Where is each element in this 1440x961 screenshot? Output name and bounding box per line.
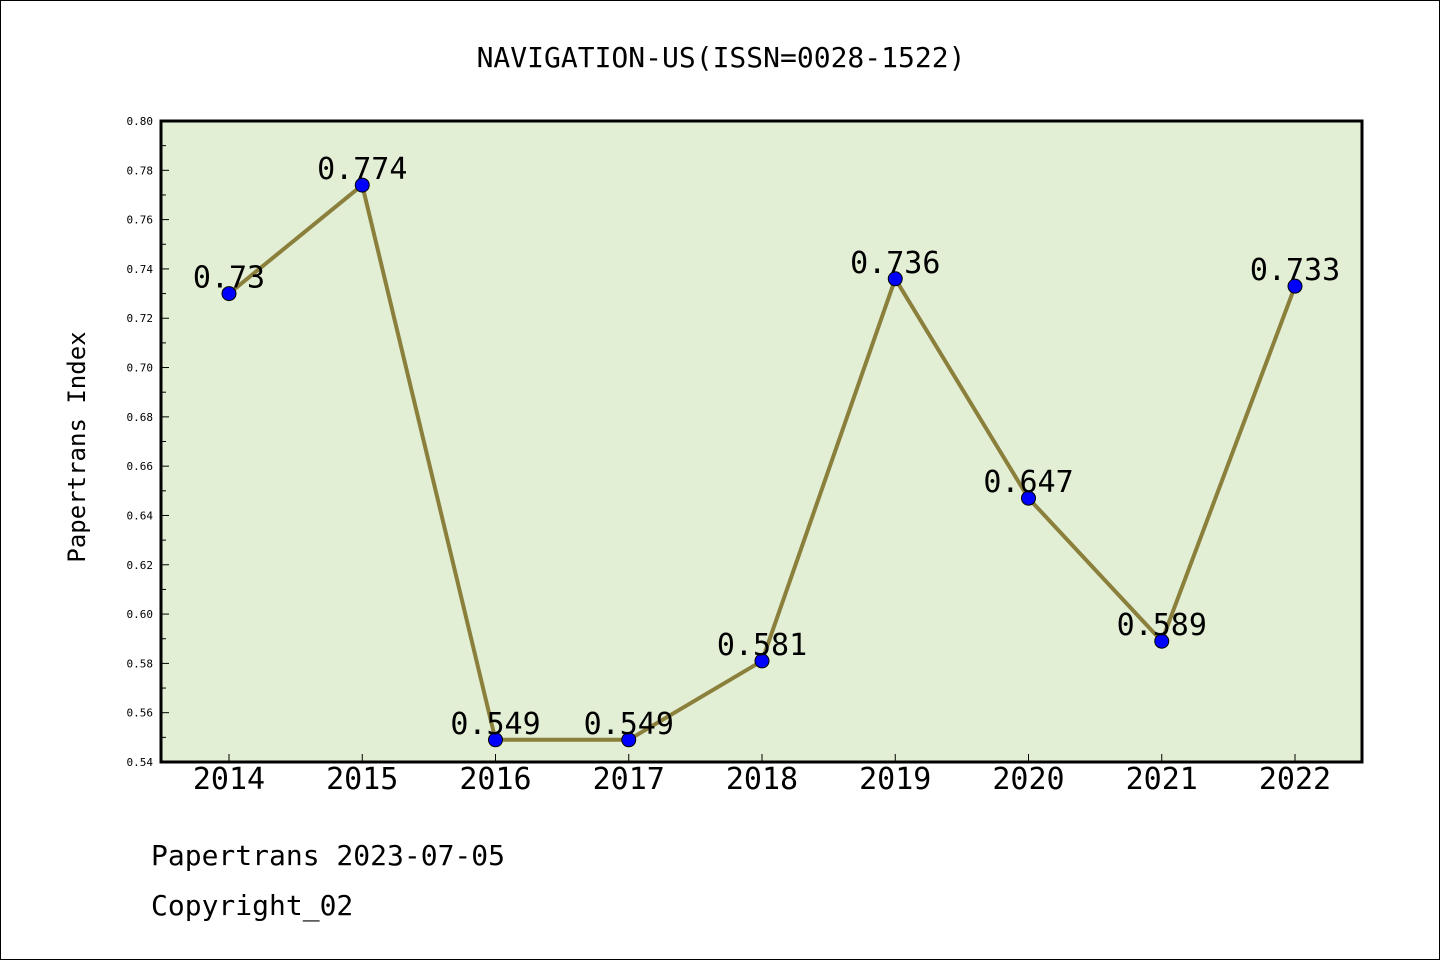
footer-copyright: Copyright_02 bbox=[151, 889, 353, 923]
y-axis-label: Papertrans Index bbox=[63, 331, 91, 562]
x-tick-label: 2014 bbox=[193, 762, 265, 797]
x-tick-label: 2015 bbox=[326, 762, 398, 797]
data-label: 0.647 bbox=[983, 465, 1073, 500]
x-tick-label: 2022 bbox=[1259, 762, 1331, 797]
data-label: 0.549 bbox=[450, 707, 540, 742]
y-tick-label: 0.58 bbox=[127, 657, 154, 670]
data-point bbox=[754, 653, 770, 669]
data-point bbox=[354, 177, 370, 193]
data-label: 0.736 bbox=[850, 246, 940, 281]
data-labels: 0.73 0.774 0.549 0.549 0.581 0.736 0.647 0.589 0… bbox=[193, 152, 1340, 742]
data-point bbox=[488, 732, 503, 748]
y-tick-label: 0.54 bbox=[127, 756, 154, 769]
y-tick-label: 0.70 bbox=[127, 362, 154, 375]
x-tick-label: 2016 bbox=[459, 762, 531, 797]
y-tick-label: 0.72 bbox=[127, 312, 154, 325]
data-label: 0.73 bbox=[193, 261, 265, 296]
data-label: 0.774 bbox=[317, 152, 407, 187]
y-tick-label: 0.64 bbox=[127, 509, 154, 522]
data-point bbox=[1154, 633, 1170, 649]
data-label: 0.589 bbox=[1117, 608, 1207, 643]
series-markers bbox=[221, 177, 1303, 748]
x-tick-label: 2019 bbox=[859, 762, 931, 797]
y-axis-ticks: 0.54 0.56 0.58 0.60 0.62 0.64 0.66 0.68 0.70 0.72… bbox=[127, 115, 169, 769]
data-point bbox=[221, 286, 237, 302]
y-tick-label: 0.78 bbox=[127, 164, 154, 177]
y-tick-label: 0.66 bbox=[127, 460, 154, 473]
x-tick-label: 2020 bbox=[992, 762, 1064, 797]
data-label: 0.549 bbox=[584, 707, 674, 742]
y-tick-label: 0.80 bbox=[127, 115, 154, 128]
chart-title: NAVIGATION-US(ISSN=0028-1522) bbox=[477, 41, 966, 74]
x-tick-label: 2021 bbox=[1126, 762, 1198, 797]
data-point bbox=[1287, 278, 1303, 294]
data-point bbox=[887, 271, 903, 287]
x-tick-label: 2018 bbox=[726, 762, 798, 797]
y-tick-label: 0.60 bbox=[127, 608, 154, 621]
y-tick-label: 0.56 bbox=[127, 707, 154, 720]
y-tick-label: 0.62 bbox=[127, 559, 154, 572]
data-point bbox=[621, 732, 637, 748]
data-label: 0.733 bbox=[1250, 253, 1340, 288]
footer-date: Papertrans 2023-07-05 bbox=[151, 839, 505, 872]
x-tick-label: 2017 bbox=[593, 762, 665, 797]
data-label: 0.581 bbox=[717, 628, 807, 663]
data-point bbox=[1021, 490, 1036, 506]
y-tick-label: 0.74 bbox=[127, 263, 154, 276]
y-tick-label: 0.76 bbox=[127, 214, 154, 227]
x-axis-ticks: 2014 2015 2016 2017 2018 2019 2020 2021 2022 bbox=[193, 754, 1331, 797]
y-tick-label: 0.68 bbox=[127, 411, 154, 424]
